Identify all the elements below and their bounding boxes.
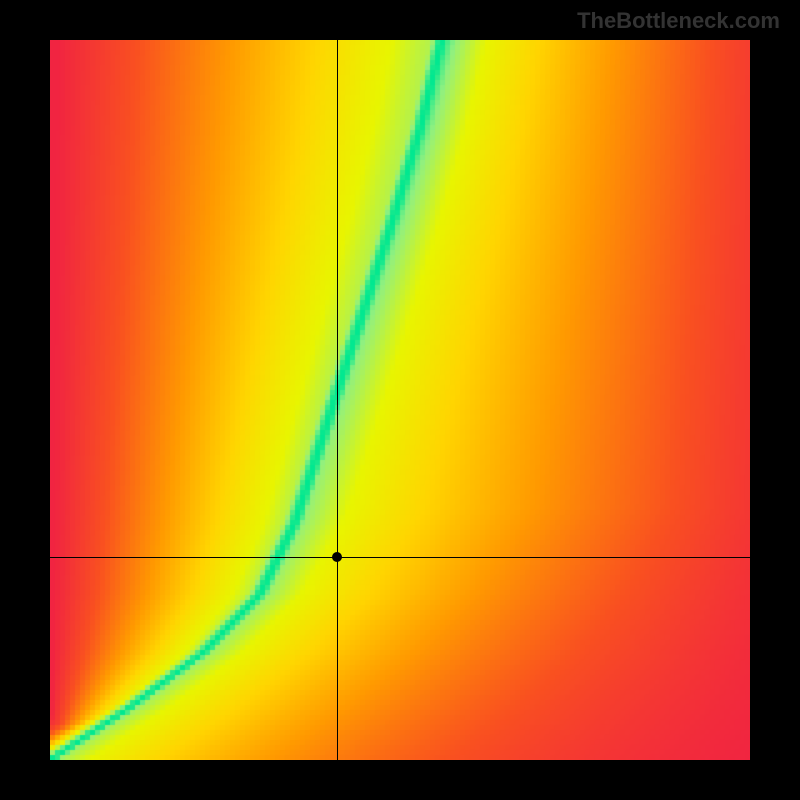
heatmap-canvas	[50, 40, 750, 760]
crosshair-vertical	[337, 40, 338, 760]
heatmap-plot	[50, 40, 750, 760]
watermark-text: TheBottleneck.com	[577, 8, 780, 34]
crosshair-horizontal	[50, 557, 750, 558]
marker-dot	[332, 552, 342, 562]
